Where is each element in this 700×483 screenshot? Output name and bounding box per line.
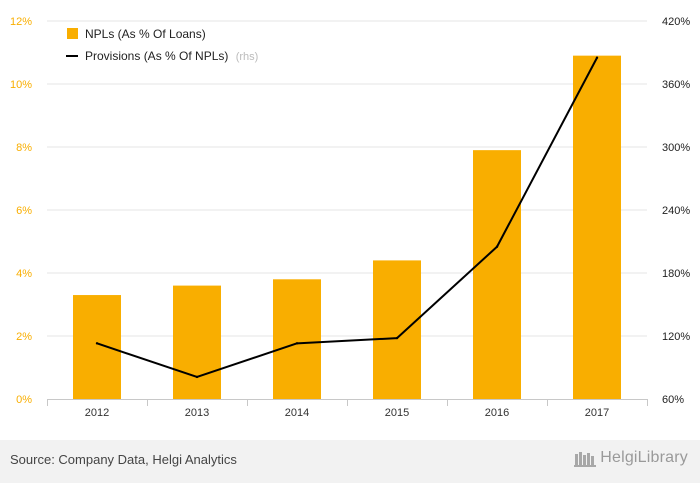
provisions-point bbox=[95, 342, 99, 345]
provisions-line bbox=[96, 57, 598, 378]
x-tick-label: 2014 bbox=[285, 407, 309, 419]
x-tick-label: 2015 bbox=[385, 407, 409, 419]
brand-logo[interactable]: HelgiLibrary bbox=[574, 449, 688, 467]
legend-label-provisions: Provisions (As % Of NPLs) (rhs) bbox=[85, 49, 258, 63]
footer-bar: Source: Company Data, Helgi Analytics He… bbox=[0, 440, 700, 483]
npl-bars bbox=[73, 55, 621, 400]
y-right-tick-label: 240% bbox=[662, 205, 690, 217]
y-right-tick-label: 360% bbox=[662, 79, 690, 91]
provisions-line-group bbox=[95, 56, 599, 379]
y-left-tick-label: 6% bbox=[16, 205, 32, 217]
legend-provisions-text: Provisions (As % Of NPLs) bbox=[85, 49, 228, 63]
npl-bar bbox=[73, 295, 121, 399]
y-left-tick-label: 4% bbox=[16, 268, 32, 280]
y-left-tick-label: 8% bbox=[16, 142, 32, 154]
y-left-tick-label: 2% bbox=[16, 331, 32, 343]
grid-lines bbox=[47, 20, 647, 337]
y-right-tick-label: 120% bbox=[662, 331, 690, 343]
y-right-tick-label: 60% bbox=[662, 394, 684, 406]
brand-name: HelgiLibrary bbox=[600, 449, 688, 466]
provisions-point bbox=[295, 342, 299, 345]
y-left-tick-label: 12% bbox=[10, 16, 32, 28]
npl-bar bbox=[173, 285, 221, 399]
legend-label-npl: NPLs (As % Of Loans) bbox=[85, 27, 206, 41]
provisions-point bbox=[395, 336, 399, 340]
legend-rhs-note: (rhs) bbox=[236, 51, 259, 63]
y-left-tick-label: 0% bbox=[16, 394, 32, 406]
npl-bar bbox=[573, 55, 621, 400]
library-logo-icon bbox=[574, 452, 597, 467]
provisions-point bbox=[495, 245, 499, 248]
legend-swatch-npl bbox=[67, 28, 78, 39]
legend: NPLs (As % Of Loans) Provisions (As % Of… bbox=[66, 27, 258, 63]
npl-bar bbox=[473, 150, 521, 399]
x-tick-label: 2013 bbox=[185, 407, 209, 419]
source-note: Source: Company Data, Helgi Analytics bbox=[10, 452, 237, 467]
x-tick-label: 2017 bbox=[585, 407, 609, 419]
y-right-tick-label: 420% bbox=[662, 16, 690, 28]
axes: 0% 2% 4% 6% 8% 10% 12% 60% 120% 180% 240% 300% 360% 4… bbox=[10, 16, 690, 419]
npl-bar bbox=[273, 279, 321, 399]
y-right-tick-label: 300% bbox=[662, 142, 690, 154]
combo-chart: 0% 2% 4% 6% 8% 10% 12% 60% 120% 180% 240% 300% 360% 4… bbox=[10, 16, 690, 419]
x-tick-label: 2012 bbox=[85, 407, 109, 419]
provisions-point bbox=[195, 375, 199, 379]
y-left-tick-label: 10% bbox=[10, 79, 32, 91]
npl-bar bbox=[373, 260, 421, 399]
x-tick-label: 2016 bbox=[485, 407, 509, 419]
y-right-tick-label: 180% bbox=[662, 268, 690, 280]
provisions-point bbox=[595, 56, 599, 59]
